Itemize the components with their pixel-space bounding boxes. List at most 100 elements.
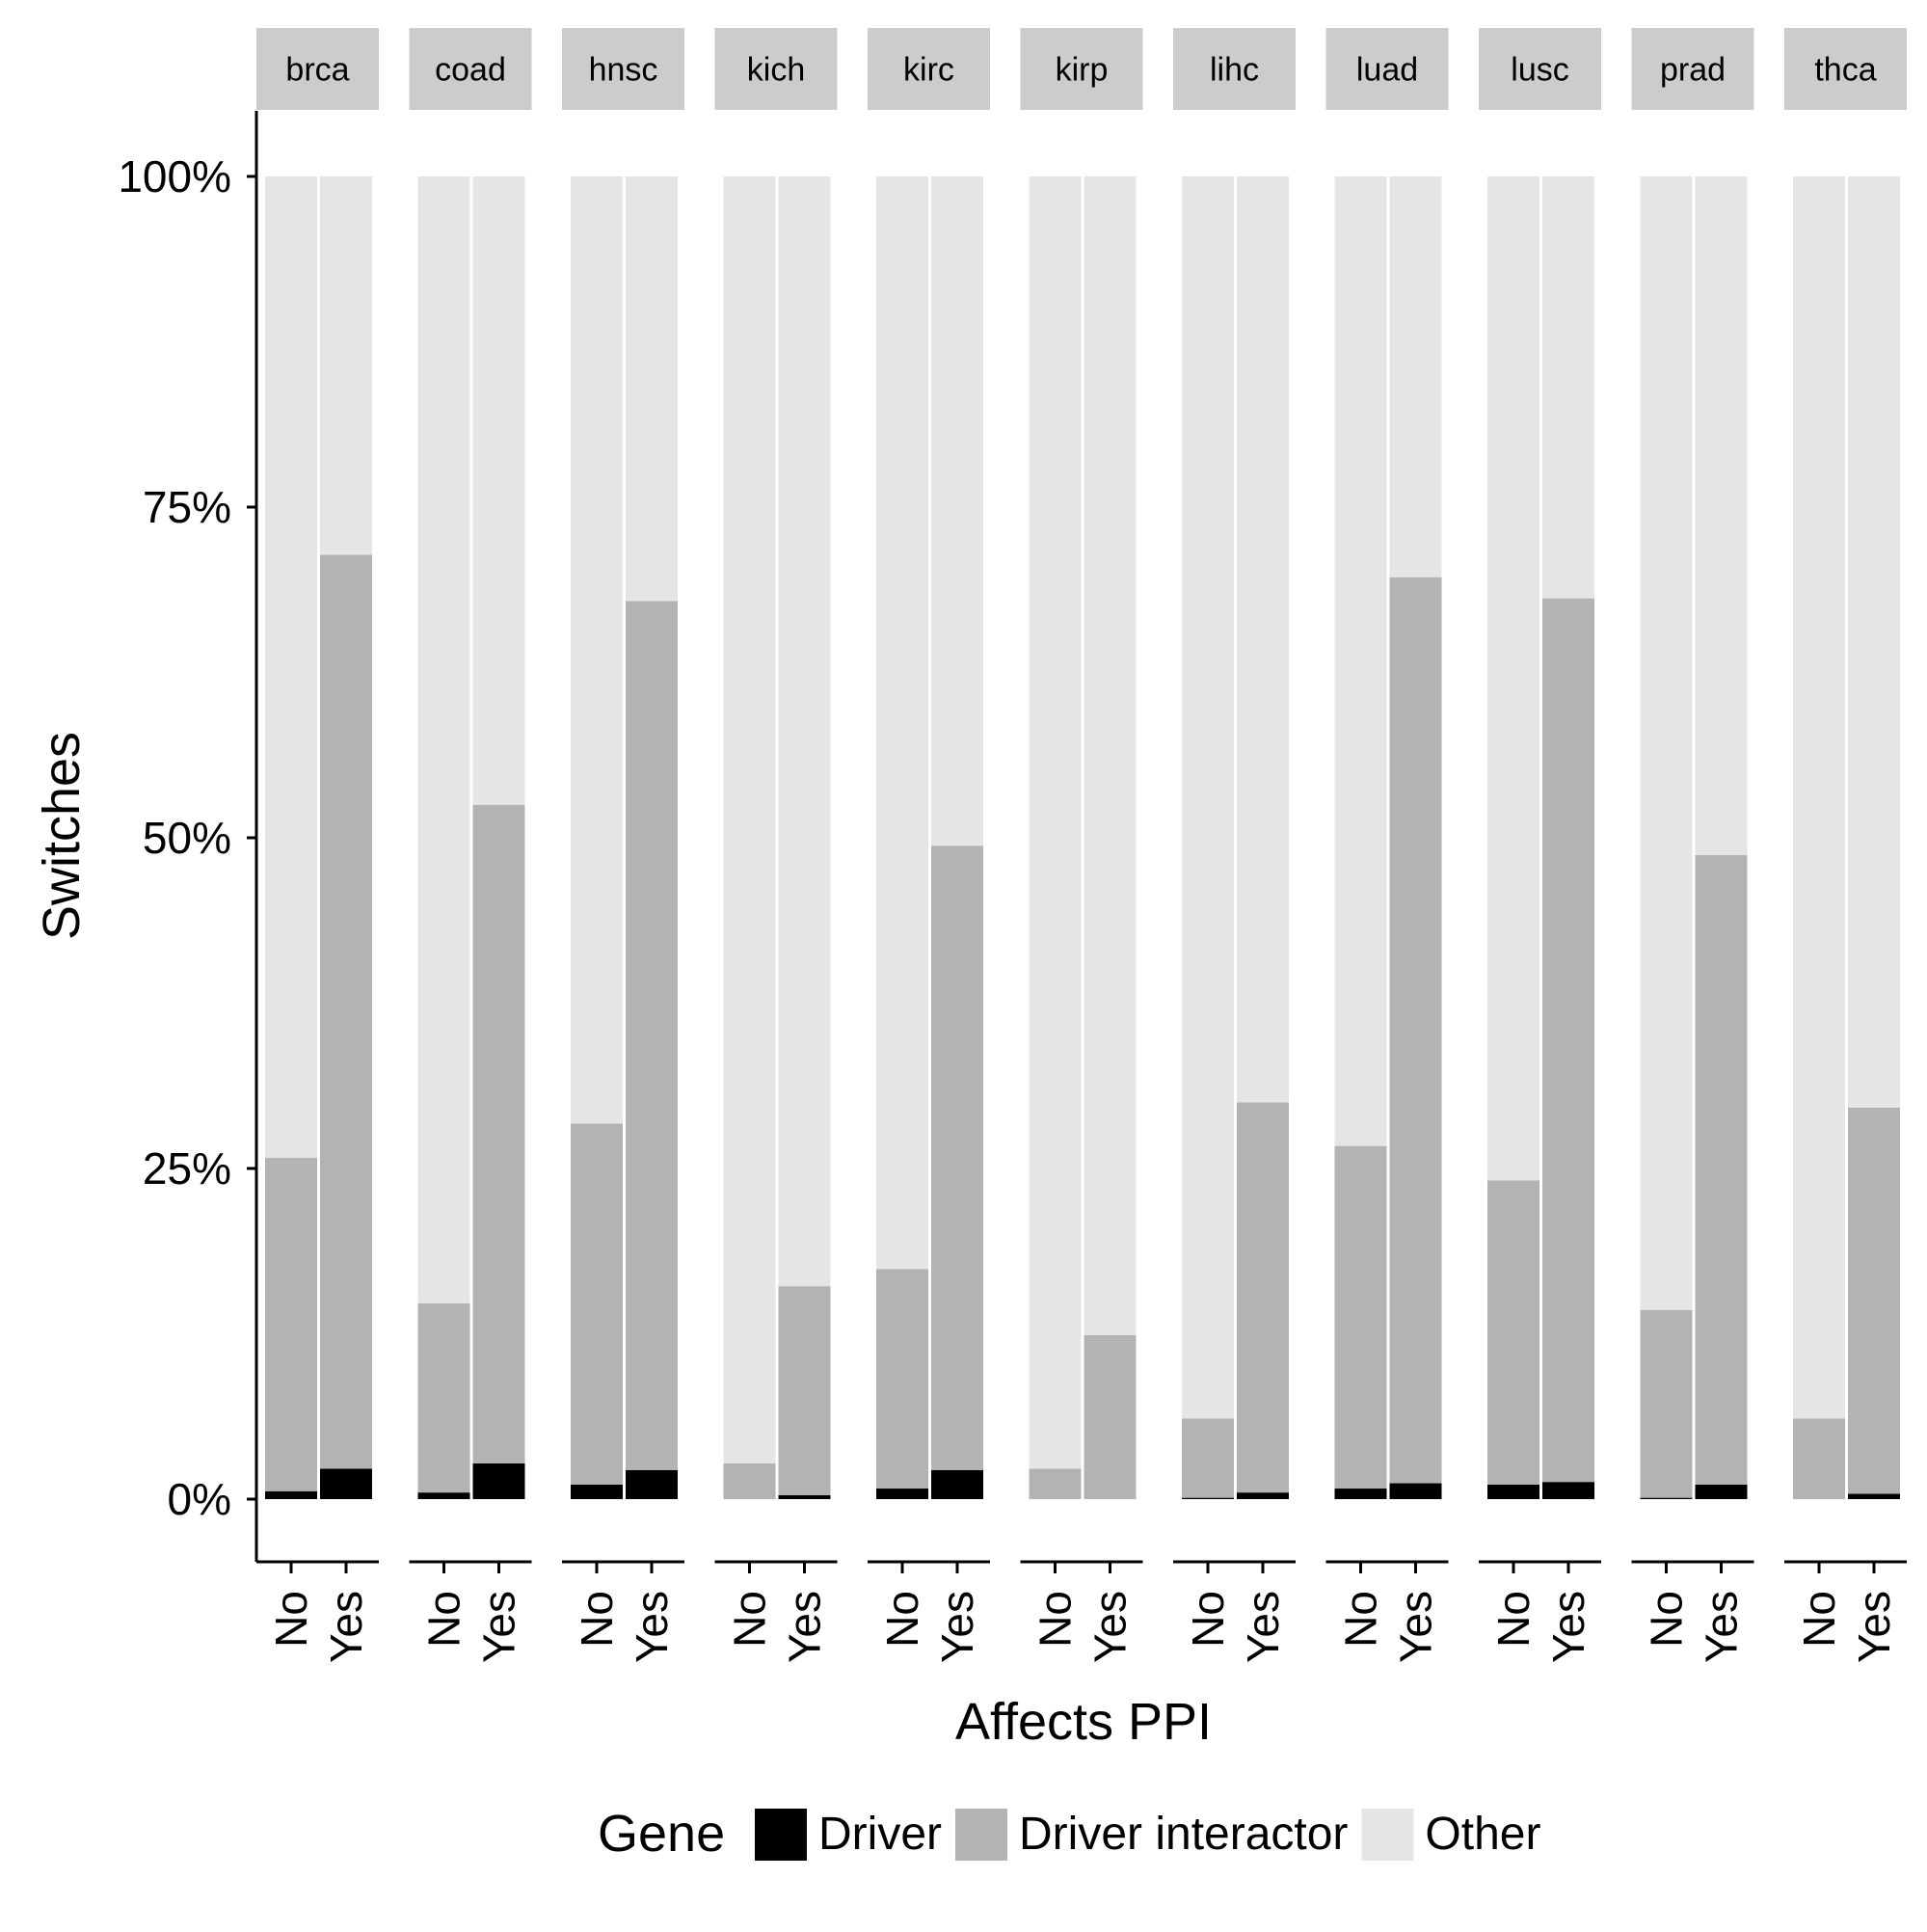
- facet-strip-label: luad: [1356, 52, 1418, 89]
- facet-strip-thca: thca: [1784, 28, 1907, 110]
- bar-segment-brca-no-driver-interactor: [265, 1158, 317, 1491]
- x-tick-label: No: [572, 1591, 622, 1648]
- x-tick-label: Yes: [780, 1591, 830, 1663]
- legend-item-other: Other: [1361, 1809, 1540, 1861]
- x-tick-label: No: [1183, 1591, 1233, 1648]
- legend-title: Gene: [598, 1805, 725, 1863]
- facet-strip-background: [868, 28, 990, 110]
- bar-segment-prad-yes-other: [1695, 176, 1748, 855]
- bar-segment-coad-no-other: [417, 176, 470, 1303]
- facet-strip-label: kirp: [1056, 52, 1109, 89]
- bar-segment-lihc-no-driver-interactor: [1182, 1418, 1234, 1498]
- y-tick-label: 75%: [143, 482, 231, 532]
- x-tick-label: No: [1030, 1591, 1081, 1648]
- x-axes: No Yes No Yes No Yes No Yes No Yes No Yes No Yes No Yes…: [256, 1560, 1907, 1663]
- x-tick-label: Yes: [1849, 1591, 1899, 1663]
- bar-segment-thca-yes-driver-interactor: [1848, 1107, 1900, 1494]
- bar-segment-lihc-yes-other: [1237, 176, 1289, 1103]
- x-tick-label: Yes: [321, 1591, 371, 1663]
- legend-item-driver-interactor: Driver interactor: [955, 1809, 1348, 1861]
- facet-strip-label: thca: [1814, 52, 1876, 89]
- x-tick-label: Yes: [1697, 1591, 1747, 1663]
- bar-segment-prad-no-other: [1640, 176, 1693, 1310]
- bar-segment-luad-yes-driver-interactor: [1389, 577, 1442, 1484]
- bar-segment-lihc-yes-driver-interactor: [1237, 1102, 1289, 1493]
- bar-segment-hnsc-yes-other: [626, 176, 678, 602]
- x-tick-label: No: [725, 1591, 775, 1648]
- x-axis-title: Affects PPI: [955, 1693, 1212, 1751]
- x-tick-label: Yes: [1391, 1591, 1441, 1663]
- bar-segment-kirc-yes-driver: [931, 1469, 983, 1499]
- bar-segment-luad-no-driver-interactor: [1334, 1145, 1387, 1489]
- facet-strip-label: lusc: [1511, 52, 1568, 89]
- bar-segment-hnsc-no-driver: [571, 1484, 623, 1499]
- bar-segment-hnsc-yes-driver-interactor: [626, 601, 678, 1470]
- facet-strip-label: kich: [747, 52, 805, 89]
- legend: Gene Driver Driver interactor Other: [598, 1805, 1540, 1863]
- x-tick-label: Yes: [932, 1591, 982, 1663]
- facet-strip-label: coad: [435, 52, 506, 89]
- facet-strip-kich: kich: [714, 28, 838, 110]
- facet-strip-luad: luad: [1325, 28, 1449, 110]
- facet-strip-kirc: kirc: [868, 28, 990, 110]
- bar-segment-coad-yes-other: [472, 176, 525, 805]
- facet-strip-background: [1784, 28, 1907, 110]
- bar-segment-kirp-no-other: [1029, 176, 1082, 1469]
- bar-segment-lusc-no-driver-interactor: [1487, 1180, 1539, 1485]
- bar-segment-kirc-no-other: [876, 176, 928, 1270]
- y-tick-label: 25%: [143, 1143, 231, 1194]
- bar-segment-kich-yes-other: [778, 176, 831, 1287]
- bar-segment-brca-yes-driver: [320, 1468, 372, 1499]
- bar-segment-kich-no-driver-interactor: [723, 1462, 776, 1499]
- x-tick-label: Yes: [627, 1591, 677, 1663]
- bar-segment-lusc-yes-other: [1542, 176, 1594, 599]
- facet-strip-background: [1479, 28, 1601, 110]
- facet-strip-background: [1020, 28, 1143, 110]
- bar-segment-hnsc-no-other: [571, 176, 623, 1124]
- bar-segment-kich-no-other: [723, 176, 776, 1463]
- bar-segment-kirp-yes-driver-interactor: [1084, 1334, 1137, 1499]
- x-tick-label: No: [1336, 1591, 1386, 1648]
- bar-segment-lusc-no-driver: [1487, 1484, 1539, 1499]
- legend-key: [755, 1809, 807, 1861]
- facet-strip-label: prad: [1660, 52, 1726, 89]
- facet-strip-coad: coad: [409, 28, 532, 110]
- bar-segment-lihc-no-driver: [1182, 1497, 1234, 1499]
- bar-segment-thca-yes-driver: [1848, 1493, 1900, 1499]
- bar-segment-lihc-yes-driver: [1237, 1492, 1289, 1499]
- legend-key: [955, 1809, 1007, 1861]
- bar-segment-kirp-no-driver-interactor: [1029, 1468, 1082, 1499]
- facet-strip-prad: prad: [1631, 28, 1754, 110]
- y-axis: 0% 25% 50% 75% 100%: [118, 111, 258, 1562]
- bar-segment-brca-yes-other: [320, 176, 372, 555]
- x-tick-label: No: [1488, 1591, 1539, 1648]
- facet-strip-background: [1173, 28, 1296, 110]
- bar-segment-brca-no-driver: [265, 1490, 317, 1499]
- y-axis-title: Switches: [33, 732, 91, 940]
- bar-segment-thca-no-driver-interactor: [1793, 1418, 1845, 1499]
- x-tick-label: Yes: [474, 1591, 524, 1663]
- x-tick-label: No: [1794, 1591, 1844, 1648]
- facet-strip-background: [562, 28, 684, 110]
- facet-strip-label: lihc: [1210, 52, 1259, 89]
- bar-segment-lusc-yes-driver: [1542, 1482, 1594, 1499]
- bar-segment-kirc-yes-other: [931, 176, 983, 846]
- bar-segment-luad-no-driver: [1334, 1489, 1387, 1499]
- bar-segment-thca-no-other: [1793, 176, 1845, 1419]
- facet-strip-label: hnsc: [589, 52, 658, 89]
- bar-segment-luad-yes-other: [1389, 176, 1442, 577]
- legend-label: Driver: [818, 1809, 942, 1860]
- x-tick-label: No: [419, 1591, 469, 1648]
- bar-segment-lusc-no-other: [1487, 176, 1539, 1181]
- facet-strips: brca coad hnsc kich kirc kirp lihc luad lusc prad…: [256, 28, 1907, 110]
- bar-segment-prad-yes-driver: [1695, 1484, 1748, 1499]
- facet-strip-background: [1325, 28, 1449, 110]
- facet-strip-background: [409, 28, 532, 110]
- bar-segment-kich-yes-driver: [778, 1494, 831, 1499]
- bar-segment-coad-no-driver-interactor: [417, 1302, 470, 1493]
- bar-segment-brca-yes-driver-interactor: [320, 554, 372, 1469]
- legend-key: [1361, 1809, 1414, 1861]
- legend-item-driver: Driver: [755, 1809, 942, 1861]
- bar-segment-luad-yes-driver: [1389, 1483, 1442, 1499]
